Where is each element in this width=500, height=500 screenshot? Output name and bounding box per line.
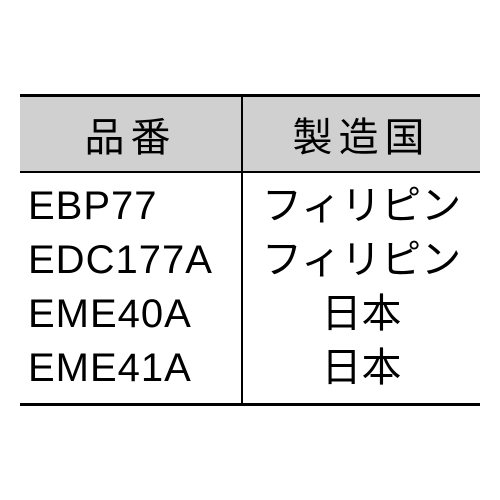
cell-country: フィリピン	[242, 172, 480, 233]
cell-part-number: EME40A	[20, 287, 242, 341]
table-row: EBP77 フィリピン	[20, 172, 480, 233]
cell-part-number: EDC177A	[20, 233, 242, 287]
table-row: EME41A 日本	[20, 341, 480, 405]
cell-part-number: EBP77	[20, 172, 242, 233]
header-country: 製造国	[242, 96, 480, 173]
table-row: EME40A 日本	[20, 287, 480, 341]
cell-country: 日本	[242, 341, 480, 405]
cell-country: フィリピン	[242, 233, 480, 287]
table-header-row: 品番 製造国	[20, 96, 480, 173]
product-table-wrap: 品番 製造国 EBP77 フィリピン EDC177A フィリピン EME40A …	[20, 94, 480, 406]
cell-country: 日本	[242, 287, 480, 341]
header-part-number: 品番	[20, 96, 242, 173]
cell-part-number: EME41A	[20, 341, 242, 405]
product-table: 品番 製造国 EBP77 フィリピン EDC177A フィリピン EME40A …	[20, 94, 480, 406]
table-row: EDC177A フィリピン	[20, 233, 480, 287]
